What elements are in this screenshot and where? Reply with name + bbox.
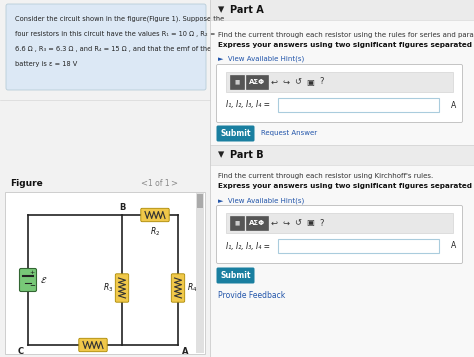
Text: <: < <box>140 178 147 187</box>
Text: Provide Feedback: Provide Feedback <box>218 291 285 300</box>
Text: $R_2$: $R_2$ <box>150 225 160 237</box>
Text: ↪: ↪ <box>283 218 290 227</box>
Text: ΑΣΦ: ΑΣΦ <box>249 79 265 85</box>
Text: ↺: ↺ <box>294 218 301 227</box>
Text: Consider the circuit shown in the figure(Figure 1). Suppose the: Consider the circuit shown in the figure… <box>15 16 224 22</box>
Text: ?: ? <box>320 218 324 227</box>
Text: Part B: Part B <box>230 150 264 160</box>
Text: 1 of 1: 1 of 1 <box>148 178 170 187</box>
Text: Part A: Part A <box>230 5 264 15</box>
Text: Express your answers using two significant figures separated by commas.: Express your answers using two significa… <box>218 42 474 48</box>
Text: ↺: ↺ <box>294 77 301 86</box>
FancyBboxPatch shape <box>79 338 107 352</box>
Text: C: C <box>18 347 24 356</box>
Text: $R_1$: $R_1$ <box>88 355 98 357</box>
FancyBboxPatch shape <box>141 208 169 222</box>
Text: ↪: ↪ <box>283 77 290 86</box>
Bar <box>197 194 203 208</box>
FancyBboxPatch shape <box>171 274 185 302</box>
Bar <box>226 213 453 233</box>
Text: 6.6 Ω , R₃ = 6.3 Ω , and R₄ = 15 Ω , and that the emf of the: 6.6 Ω , R₃ = 6.3 Ω , and R₄ = 15 Ω , and… <box>15 46 211 52</box>
Text: ■: ■ <box>234 221 240 226</box>
Text: I₁, I₂, I₃, I₄ =: I₁, I₂, I₃, I₄ = <box>226 241 270 251</box>
Text: A: A <box>451 101 456 110</box>
Text: A: A <box>182 347 189 356</box>
FancyBboxPatch shape <box>115 274 129 302</box>
Text: −: − <box>29 283 35 289</box>
Bar <box>210 0 474 357</box>
Text: ►  View Available Hint(s): ► View Available Hint(s) <box>218 197 304 203</box>
Bar <box>226 72 453 92</box>
Text: four resistors in this circuit have the values R₁ = 10 Ω , R₂ =: four resistors in this circuit have the … <box>15 31 215 37</box>
FancyBboxPatch shape <box>217 206 463 263</box>
Text: ▾: ▾ <box>218 149 224 161</box>
Bar <box>278 98 439 112</box>
Text: Submit: Submit <box>220 129 251 138</box>
Text: Figure: Figure <box>10 178 43 187</box>
Bar <box>196 193 204 353</box>
Bar <box>5 192 205 354</box>
Text: ■: ■ <box>234 80 240 85</box>
Text: ▣: ▣ <box>306 77 314 86</box>
FancyBboxPatch shape <box>19 268 36 292</box>
Bar <box>246 75 268 89</box>
Text: A: A <box>451 241 456 251</box>
Bar <box>230 216 244 230</box>
Text: Find the current through each resistor using Kirchhoff's rules.: Find the current through each resistor u… <box>218 173 433 179</box>
Bar <box>246 216 268 230</box>
Bar <box>230 75 244 89</box>
Text: Request Answer: Request Answer <box>261 130 317 136</box>
Text: ▣: ▣ <box>306 218 314 227</box>
Bar <box>278 239 439 253</box>
Text: ΑΣΦ: ΑΣΦ <box>249 220 265 226</box>
Text: ?: ? <box>320 77 324 86</box>
Text: ↩: ↩ <box>271 77 277 86</box>
Text: $\mathcal{E}$: $\mathcal{E}$ <box>40 275 47 285</box>
FancyBboxPatch shape <box>217 126 255 141</box>
Text: Submit: Submit <box>220 271 251 280</box>
Text: ►  View Available Hint(s): ► View Available Hint(s) <box>218 56 304 62</box>
Text: >: > <box>170 178 177 187</box>
Text: B: B <box>119 203 125 212</box>
Text: ▾: ▾ <box>218 4 224 16</box>
Text: battery is ε = 18 V: battery is ε = 18 V <box>15 61 77 67</box>
FancyBboxPatch shape <box>217 267 255 283</box>
FancyBboxPatch shape <box>6 4 206 90</box>
Text: $R_3$: $R_3$ <box>103 282 113 294</box>
Text: ↩: ↩ <box>271 218 277 227</box>
Text: Find the current through each resistor using the rules for series and parallel r: Find the current through each resistor u… <box>218 32 474 38</box>
FancyBboxPatch shape <box>217 65 463 122</box>
Text: I₁, I₂, I₃, I₄ =: I₁, I₂, I₃, I₄ = <box>226 101 270 110</box>
Bar <box>210 145 474 165</box>
Text: +: + <box>29 271 34 276</box>
Text: $R_4$: $R_4$ <box>187 282 197 294</box>
Text: Express your answers using two significant figures separated by commas.: Express your answers using two significa… <box>218 183 474 189</box>
Bar <box>210 0 474 20</box>
